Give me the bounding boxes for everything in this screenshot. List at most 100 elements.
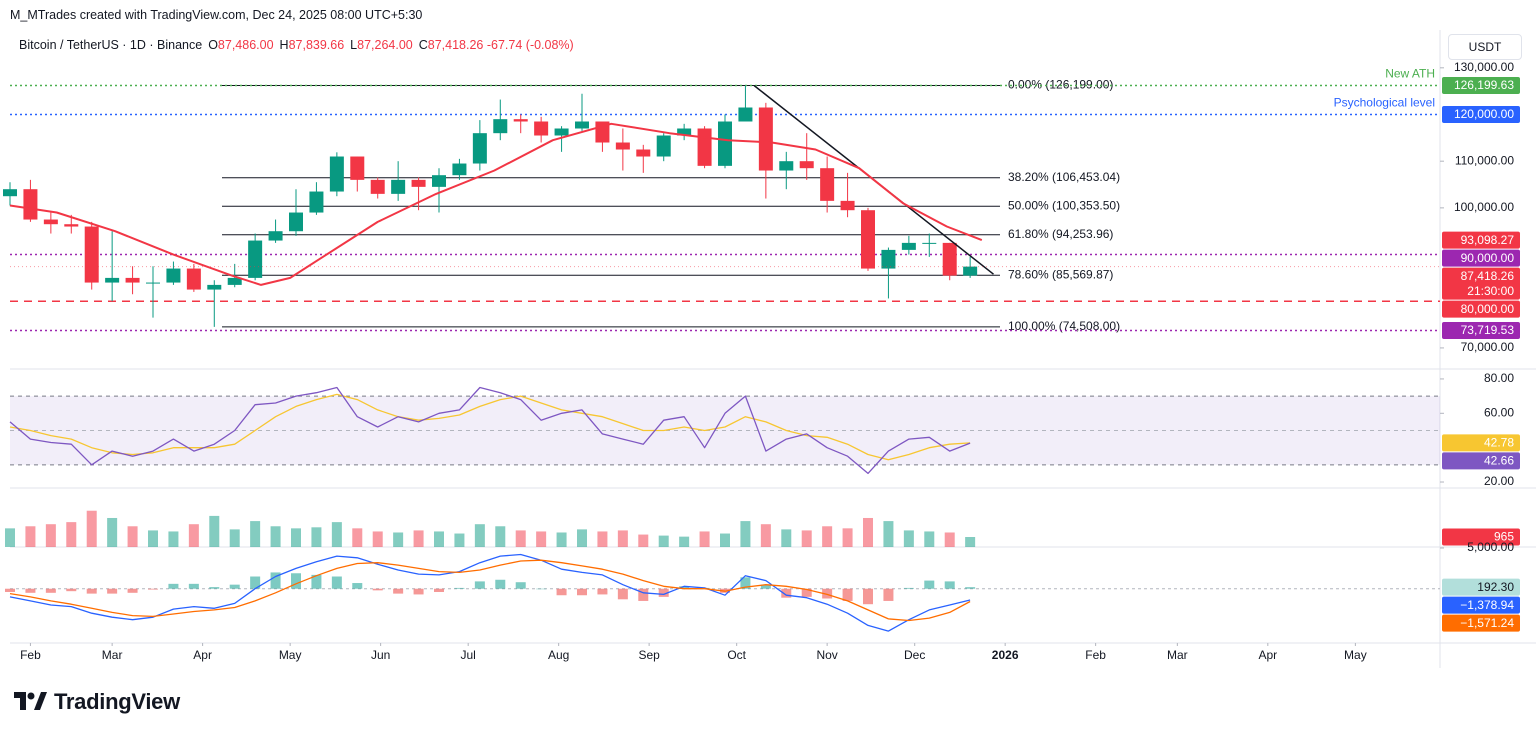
chart: Feb Mar Apr May Jun Jul Aug Sep Oct Nov Dec 2026 Feb… [3,30,1536,668]
candle-body [534,121,549,136]
credit: M_MTrades created with TradingView.com, … [10,8,423,22]
volume-bar [331,522,342,547]
x-tick-label: Apr [193,648,212,662]
histogram-bar [209,587,220,589]
candle-body [227,277,242,285]
candle-body [493,119,508,134]
level-label: Psychological level [1334,96,1435,110]
volume-bar [679,536,690,547]
price-badge-label: −1,378.94 [1460,598,1514,612]
volume-bar [434,531,444,547]
volume-bar [393,532,404,547]
ohlc-value: 87,418.26 [427,38,484,52]
volume-bar [372,531,383,547]
candle-body [43,219,58,225]
candle-body [840,200,855,211]
volume-bar [107,517,118,547]
price-badge [1442,106,1520,123]
volume-bar [617,530,628,547]
price-badge [1442,77,1520,95]
candle-body [146,282,160,284]
histogram-bar [311,574,322,589]
volume-bar [720,533,730,547]
candle-body [23,189,38,220]
ohlc-value: 87,486.00 [217,38,274,52]
price-badge [1442,452,1520,470]
histogram-bar [760,584,771,589]
candle-body [64,224,79,227]
fib-label: 100.00% (74,508.00) [1008,319,1120,333]
volume-bar [863,517,873,547]
histogram-bar [822,588,833,599]
x-tick-label: Jul [461,648,476,662]
candle-body [861,210,875,269]
histogram-bar [454,587,465,589]
y-tick-label: 70,000.00 [1461,340,1515,354]
ohlc-label: C [418,38,428,52]
volume-bar [965,536,976,547]
volume-bar [413,530,424,547]
histogram-bar [229,584,240,589]
histogram-bar [740,577,751,589]
histogram-bar [393,588,404,594]
candle-body [636,149,651,157]
histogram-bar [577,588,587,596]
candle-body [432,175,446,187]
candle-body [922,242,937,244]
volume-bar [495,526,506,547]
volume-bar [822,526,833,547]
histogram-bar [842,588,853,601]
price-badge [1442,528,1520,546]
y-tick-label: 20.00 [1484,474,1514,488]
candle-body [963,266,978,276]
histogram-bar [352,583,363,589]
candle-body [3,189,17,197]
volume-bar [5,528,15,547]
histogram-bar [107,588,118,594]
histogram-bar [474,581,485,589]
histogram-bar [658,588,669,597]
volume-bar [944,532,955,547]
histogram-bar [638,588,649,601]
y-tick-label: 5,000.00 [1467,540,1514,554]
histogram-bar [250,576,261,589]
series-line [9,559,971,622]
level-label: New ATH [1385,67,1435,81]
candle-body [820,168,835,201]
volume-bar [270,526,281,547]
price-badge [1442,578,1520,596]
x-tick-label: Aug [548,648,569,662]
price-badge [1442,434,1520,452]
histogram-bar [188,583,199,589]
histogram-bar [434,588,444,592]
logo-icon [14,692,47,710]
candle-body [309,191,324,213]
x-tick-label: Jun [371,648,390,662]
histogram-bar [291,573,301,589]
volume-bar [597,531,608,547]
volume-bar [291,528,301,547]
price-badge-label: 93,098.27 [1461,233,1515,247]
histogram-bar [168,583,179,589]
y-tick-label: 80.00 [1484,371,1514,385]
volume-bar [454,533,465,547]
currency-button[interactable]: USDT [1448,34,1522,60]
price-badge-label: 73,719.53 [1461,323,1515,337]
histogram-bar [86,588,97,594]
price-badge-label: 965 [1494,530,1514,544]
ohlc-label: O [208,38,218,52]
volume-bar [25,526,36,547]
price-badge-label: 126,199.63 [1454,78,1514,92]
volume-bar [168,531,179,547]
histogram-bar [148,588,158,590]
histogram-bar [515,582,526,589]
price-badge [1442,614,1520,632]
candle-body [248,240,263,278]
volume-bar [699,531,710,547]
volume-bar [536,531,547,547]
x-tick-label: Apr [1258,648,1277,662]
x-tick-label: Nov [816,648,837,662]
histogram-bar [331,576,342,589]
histogram-bar [617,588,628,600]
